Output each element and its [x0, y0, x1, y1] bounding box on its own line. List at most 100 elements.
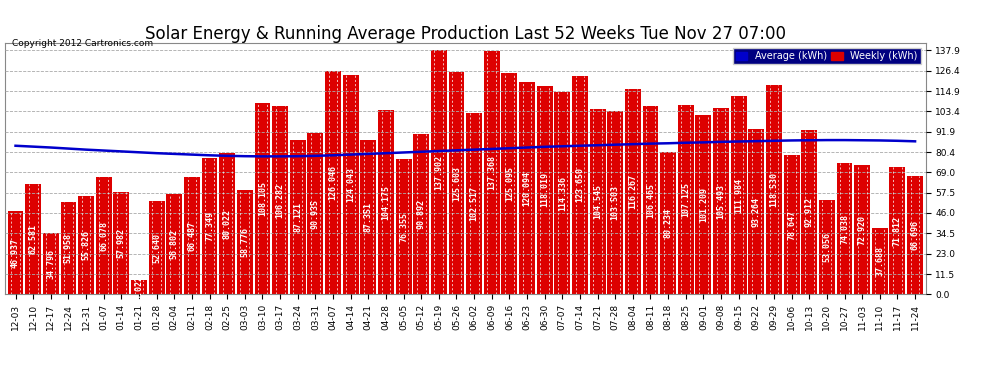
Text: 124.043: 124.043 — [346, 167, 355, 202]
Text: 77.349: 77.349 — [205, 211, 214, 241]
Bar — [219, 153, 236, 294]
Bar — [184, 177, 200, 294]
Text: 53.056: 53.056 — [823, 232, 832, 262]
Text: 101.209: 101.209 — [699, 188, 708, 222]
Bar — [272, 106, 288, 294]
Bar — [837, 164, 852, 294]
Text: 56.802: 56.802 — [169, 229, 179, 259]
Bar — [695, 115, 712, 294]
Text: 137.902: 137.902 — [435, 155, 444, 190]
Bar — [590, 110, 606, 294]
Bar — [731, 96, 746, 294]
Bar — [572, 76, 588, 294]
Bar — [360, 140, 376, 294]
Text: 58.776: 58.776 — [241, 227, 249, 257]
Bar — [254, 103, 270, 294]
Text: 125.095: 125.095 — [505, 166, 514, 201]
Bar — [713, 108, 729, 294]
Bar — [202, 158, 218, 294]
Bar — [766, 85, 782, 294]
Text: 104.545: 104.545 — [593, 184, 602, 219]
Bar — [854, 165, 870, 294]
Text: 106.282: 106.282 — [275, 183, 284, 218]
Bar — [237, 190, 252, 294]
Bar — [889, 167, 906, 294]
Text: 51.958: 51.958 — [64, 233, 73, 263]
Bar — [60, 202, 76, 294]
Text: 90.892: 90.892 — [417, 199, 426, 229]
Text: 114.336: 114.336 — [557, 176, 567, 211]
Bar — [43, 233, 58, 294]
Text: 103.503: 103.503 — [611, 185, 620, 220]
Text: 80.234: 80.234 — [663, 209, 672, 238]
Bar — [466, 113, 482, 294]
Text: 93.264: 93.264 — [751, 197, 761, 227]
Text: 66.696: 66.696 — [911, 220, 920, 251]
Bar — [325, 71, 341, 294]
Bar — [396, 159, 412, 294]
Bar — [413, 134, 429, 294]
Text: 87.121: 87.121 — [293, 202, 302, 232]
Bar — [819, 201, 835, 294]
Bar — [8, 211, 24, 294]
Bar — [166, 194, 182, 294]
Text: 120.094: 120.094 — [523, 171, 532, 206]
Text: 106.465: 106.465 — [646, 183, 655, 218]
Bar — [643, 106, 658, 294]
Bar — [660, 152, 676, 294]
Text: 37.688: 37.688 — [875, 246, 884, 276]
Text: 71.812: 71.812 — [893, 216, 902, 246]
Bar — [308, 134, 324, 294]
Bar — [96, 177, 112, 294]
Bar — [625, 88, 641, 294]
Bar — [554, 92, 570, 294]
Text: 78.647: 78.647 — [787, 210, 796, 240]
Bar — [748, 129, 764, 294]
Bar — [784, 155, 800, 294]
Text: 126.046: 126.046 — [329, 165, 338, 200]
Text: 90.935: 90.935 — [311, 199, 320, 229]
Text: 107.125: 107.125 — [681, 182, 690, 217]
Bar — [907, 176, 923, 294]
Bar — [378, 110, 394, 294]
Text: 123.650: 123.650 — [575, 168, 584, 202]
Bar — [484, 51, 500, 294]
Text: 80.022: 80.022 — [223, 209, 232, 238]
Bar — [607, 111, 623, 294]
Bar — [131, 280, 147, 294]
Text: 66.078: 66.078 — [99, 221, 108, 251]
Bar — [678, 105, 694, 294]
Bar — [801, 130, 817, 294]
Bar — [290, 140, 306, 294]
Text: 111.984: 111.984 — [735, 178, 743, 213]
Text: 105.493: 105.493 — [717, 183, 726, 219]
Text: 66.487: 66.487 — [187, 220, 196, 251]
Text: 57.982: 57.982 — [117, 228, 126, 258]
Text: 34.796: 34.796 — [47, 249, 55, 279]
Text: 118.530: 118.530 — [769, 172, 778, 207]
Text: 108.105: 108.105 — [258, 181, 267, 216]
Text: 104.175: 104.175 — [381, 185, 390, 220]
Text: 55.826: 55.826 — [81, 230, 90, 260]
Bar — [78, 196, 94, 294]
Bar — [502, 73, 518, 294]
Text: 52.640: 52.640 — [152, 233, 161, 263]
Bar — [114, 192, 130, 294]
Text: 72.920: 72.920 — [857, 215, 866, 245]
Text: 46.937: 46.937 — [11, 238, 20, 268]
Bar — [537, 86, 552, 294]
Title: Solar Energy & Running Average Production Last 52 Weeks Tue Nov 27 07:00: Solar Energy & Running Average Productio… — [145, 25, 786, 43]
Text: 125.603: 125.603 — [452, 166, 461, 201]
Bar — [431, 50, 446, 294]
Text: 137.368: 137.368 — [487, 155, 496, 190]
Text: Copyright 2012 Cartronics.com: Copyright 2012 Cartronics.com — [12, 39, 153, 48]
Bar — [448, 72, 464, 294]
Text: 102.517: 102.517 — [469, 186, 478, 221]
Legend: Average (kWh), Weekly (kWh): Average (kWh), Weekly (kWh) — [733, 48, 921, 64]
Text: 116.267: 116.267 — [629, 174, 638, 209]
Text: 87.351: 87.351 — [363, 202, 373, 232]
Text: 118.019: 118.019 — [541, 172, 549, 207]
Text: 62.581: 62.581 — [29, 224, 38, 254]
Text: 92.912: 92.912 — [805, 197, 814, 227]
Bar — [519, 82, 535, 294]
